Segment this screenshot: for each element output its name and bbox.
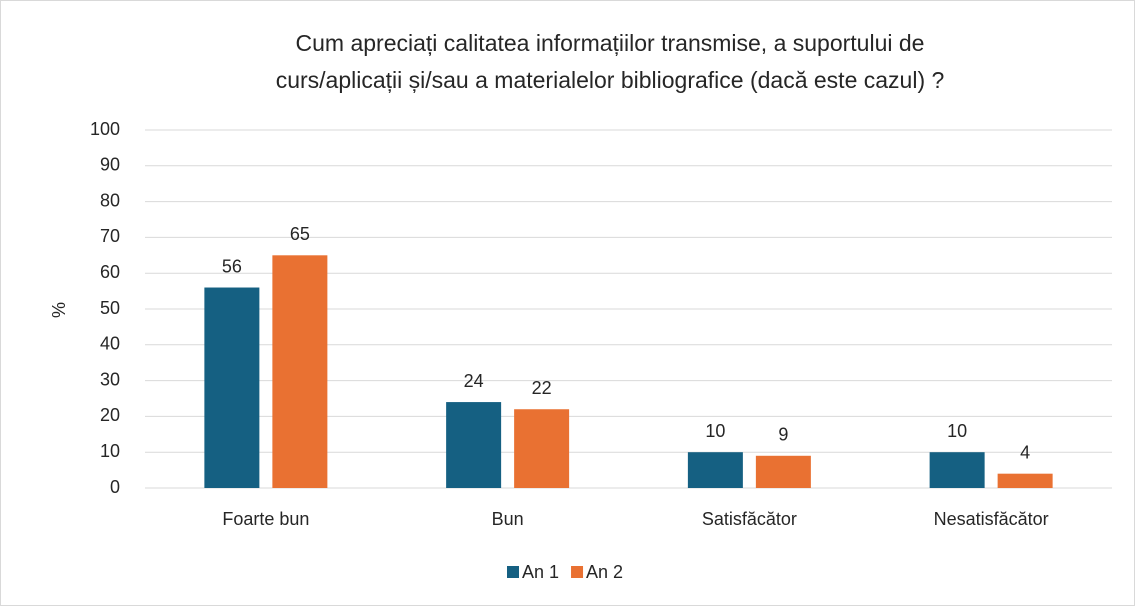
x-tick-label: Satisfăcător bbox=[702, 509, 797, 529]
y-tick-label: 70 bbox=[100, 226, 120, 246]
bar bbox=[272, 255, 328, 488]
y-tick-label: 0 bbox=[110, 477, 120, 497]
y-tick-label: 10 bbox=[100, 441, 120, 461]
y-tick-label: 20 bbox=[100, 405, 120, 425]
y-tick-label: 60 bbox=[100, 262, 120, 282]
data-label: 24 bbox=[464, 371, 484, 391]
bar bbox=[687, 452, 743, 488]
y-tick-label: 30 bbox=[100, 369, 120, 389]
y-tick-label: 50 bbox=[100, 298, 120, 318]
x-tick-label: Bun bbox=[492, 509, 524, 529]
y-tick-label: 40 bbox=[100, 334, 120, 354]
data-label: 65 bbox=[290, 224, 310, 244]
data-label: 22 bbox=[532, 378, 552, 398]
bar bbox=[446, 402, 502, 488]
legend-swatch bbox=[507, 566, 519, 578]
y-tick-label: 90 bbox=[100, 155, 120, 175]
bar bbox=[997, 473, 1053, 488]
data-label: 10 bbox=[947, 421, 967, 441]
y-axis-label: % bbox=[49, 302, 69, 318]
legend-label: An 2 bbox=[586, 562, 623, 582]
x-tick-label: Nesatisfăcător bbox=[934, 509, 1049, 529]
chart-title: Cum apreciați calitatea informațiilor tr… bbox=[296, 30, 925, 56]
y-tick-label: 80 bbox=[100, 190, 120, 210]
data-label: 10 bbox=[705, 421, 725, 441]
bar bbox=[755, 455, 811, 488]
bar bbox=[929, 452, 985, 488]
data-label: 4 bbox=[1020, 442, 1030, 462]
legend-label: An 1 bbox=[522, 562, 559, 582]
bar bbox=[204, 287, 260, 488]
chart-title: curs/aplicații și/sau a materialelor bib… bbox=[276, 67, 945, 93]
legend-swatch bbox=[571, 566, 584, 578]
bar bbox=[514, 409, 570, 488]
data-label: 9 bbox=[778, 425, 788, 445]
y-tick-label: 100 bbox=[90, 119, 120, 139]
data-label: 56 bbox=[222, 256, 242, 276]
x-tick-label: Foarte bun bbox=[222, 509, 309, 529]
